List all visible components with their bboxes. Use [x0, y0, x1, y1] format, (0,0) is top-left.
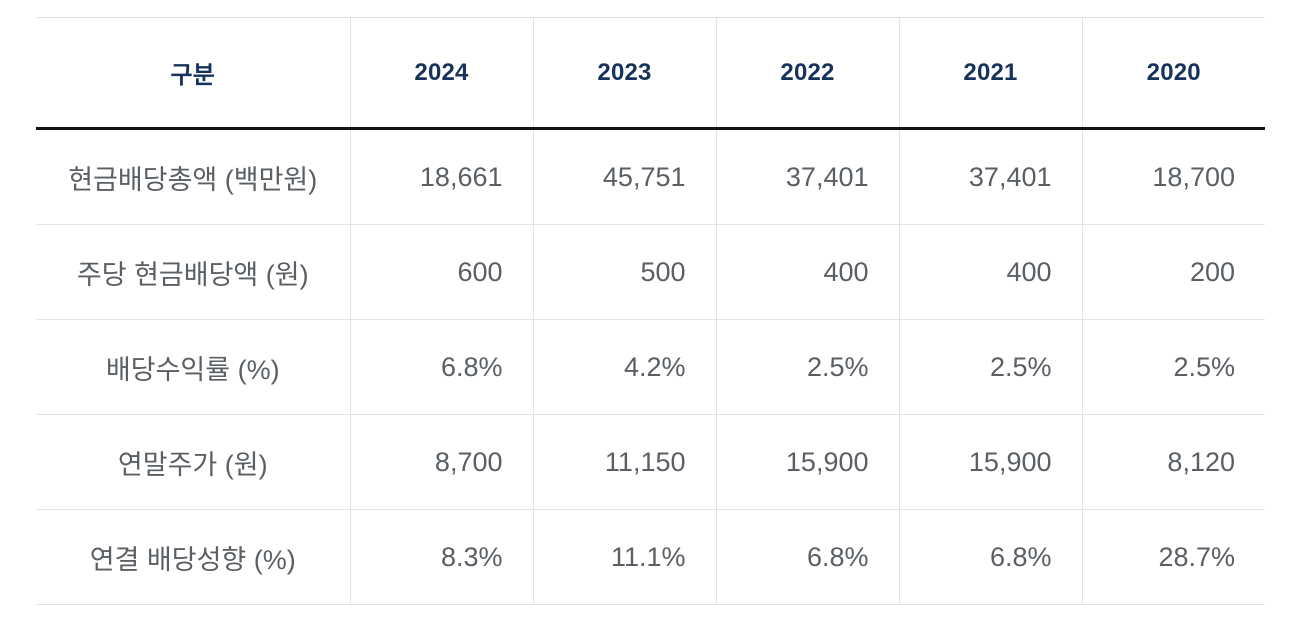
cell-value: 400	[898, 224, 1082, 320]
column-header-year: 2023	[532, 17, 716, 130]
cell-value: 45,751	[532, 128, 716, 225]
row-label: 연말주가 (원)	[36, 414, 350, 510]
cell-value: 28.7%	[1081, 509, 1265, 605]
cell-value: 2.5%	[1081, 319, 1265, 415]
cell-value: 6.8%	[715, 509, 899, 605]
cell-value: 2.5%	[898, 319, 1082, 415]
cell-value: 500	[532, 224, 716, 320]
cell-value: 2.5%	[715, 319, 899, 415]
table-row: 연결 배당성향 (%) 8.3% 11.1% 6.8% 6.8% 28.7%	[36, 509, 1265, 605]
row-label: 주당 현금배당액 (원)	[36, 224, 350, 320]
cell-value: 4.2%	[532, 319, 716, 415]
row-label: 배당수익률 (%)	[36, 319, 350, 415]
table-row: 현금배당총액 (백만원) 18,661 45,751 37,401 37,401 18,7…	[36, 128, 1265, 225]
cell-value: 37,401	[715, 128, 899, 225]
cell-value: 6.8%	[349, 319, 533, 415]
table-row: 배당수익률 (%) 6.8% 4.2% 2.5% 2.5% 2.5%	[36, 319, 1265, 415]
row-label: 연결 배당성향 (%)	[36, 509, 350, 605]
row-label: 현금배당총액 (백만원)	[36, 128, 350, 225]
dividend-table-container: 구분 2024 2023 2022 2021 2020 현금배당총액 (백만원) 18,66…	[36, 17, 1265, 605]
cell-value: 11,150	[532, 414, 716, 510]
cell-value: 11.1%	[532, 509, 716, 605]
table-row: 연말주가 (원) 8,700 11,150 15,900 15,900 8,120	[36, 414, 1265, 510]
cell-value: 600	[349, 224, 533, 320]
cell-value: 37,401	[898, 128, 1082, 225]
column-header-year: 2021	[898, 17, 1082, 130]
header-row: 구분 2024 2023 2022 2021 2020	[36, 17, 1265, 130]
cell-value: 8,120	[1081, 414, 1265, 510]
cell-value: 15,900	[715, 414, 899, 510]
column-header-year: 2022	[715, 17, 899, 130]
cell-value: 400	[715, 224, 899, 320]
cell-value: 8,700	[349, 414, 533, 510]
column-header-year: 2024	[349, 17, 533, 130]
dividend-table: 구분 2024 2023 2022 2021 2020 현금배당총액 (백만원) 18,66…	[36, 17, 1265, 605]
table-body: 현금배당총액 (백만원) 18,661 45,751 37,401 37,401 18,7…	[36, 128, 1265, 605]
cell-value: 18,661	[349, 128, 533, 225]
cell-value: 6.8%	[898, 509, 1082, 605]
cell-value: 15,900	[898, 414, 1082, 510]
column-header-year: 2020	[1081, 17, 1265, 130]
table-row: 주당 현금배당액 (원) 600 500 400 400 200	[36, 224, 1265, 320]
column-header-category: 구분	[36, 17, 350, 130]
cell-value: 200	[1081, 224, 1265, 320]
cell-value: 8.3%	[349, 509, 533, 605]
cell-value: 18,700	[1081, 128, 1265, 225]
